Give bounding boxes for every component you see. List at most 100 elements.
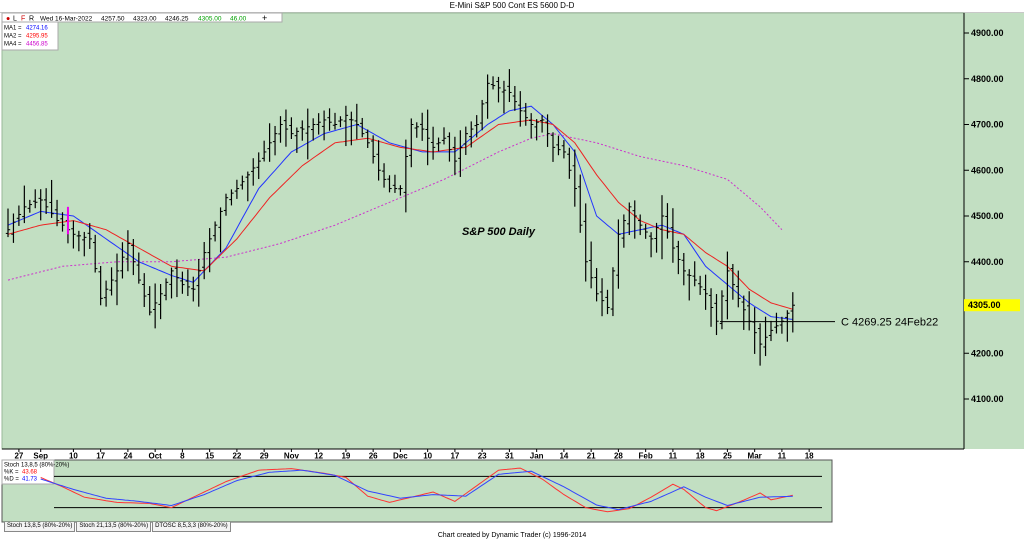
ohlc-bar [376,140,381,181]
toolbar-button-r[interactable]: R [29,16,34,23]
ohlc-bar [676,240,681,275]
ohlc-bar [22,185,27,224]
toolbar-close: 4305.00 [198,16,222,23]
ohlc-bar [109,267,114,296]
ohlc-bar [719,290,725,330]
price-tick-label: 4200.00 [971,348,1004,358]
ohlc-bar [741,295,746,330]
ohlc-bar [730,263,736,300]
ohlc-bar [556,135,561,156]
ohlc-bar [93,234,98,273]
ohlc-bar [736,270,741,308]
tab-stoch-21-13-5[interactable]: Stoch 21,13,5 (80%-20%) [76,522,152,532]
ohlc-bar [610,267,616,317]
ohlc-bar [687,269,692,301]
ma-legend-label: MA4 = [4,42,22,48]
stochastic-legend-label: %D = [4,477,19,483]
date-tick-label: 10 [423,452,432,461]
indicator-tabs: Stoch 13,8,5 (80%-20%) Stoch 21,13,5 (80… [4,522,232,532]
ohlc-bar [474,115,479,138]
price-tick-label: 4800.00 [971,74,1004,84]
ohlc-bar [588,241,594,289]
chart-credit: Chart created by Dynamic Trader (c) 1996… [437,532,587,539]
date-tick-label: Dec [393,452,408,461]
date-tick-label: 25 [723,452,732,461]
tab-stoch-13-8-5[interactable]: Stoch 13,8,5 (80%-20%) [4,522,76,532]
date-tick-label: 8 [180,452,185,461]
ohlc-bar [152,283,158,329]
ohlc-bar [354,103,359,140]
ohlc-bar [616,219,621,289]
tab-dtosc[interactable]: DTOSC 8,5,3,3 (80%-20%) [152,522,231,532]
ma-legend-label: MA2 = [4,34,22,40]
date-tick-label: 23 [478,452,487,461]
toolbar-button-l[interactable]: L [13,16,17,23]
ma-legend-value: 4274.16 [26,26,48,32]
price-panel-background [1,12,965,450]
stochastic-legend-value: 41.73 [22,477,38,483]
ohlc-bar [507,69,512,103]
date-tick-label: Sep [33,452,48,461]
ohlc-bar [245,171,250,202]
toolbar-strip [1,12,283,23]
ohlc-bar [501,80,507,114]
ohlc-bar [316,113,321,135]
ohlc-bar [768,320,774,342]
ohlc-bar [578,174,583,233]
ohlc-bar [529,113,534,139]
price-axis-background [964,13,1024,449]
close-reference-label: C 4269.25 24Feb22 [841,317,938,329]
ohlc-bar [485,74,490,119]
ohlc-bar [670,208,676,263]
ohlc-bar [583,203,588,282]
date-tick-label: 14 [559,452,568,461]
ohlc-bar [692,261,697,287]
ohlc-bar [338,116,343,128]
ohlc-bar [11,213,16,243]
date-axis-background [2,449,1022,460]
price-tick-label: 4100.00 [971,394,1004,404]
ohlc-bars [5,69,795,366]
ohlc-bar [349,111,354,146]
ohlc-bar [202,242,207,280]
ohlc-bar [278,116,283,143]
ohlc-bar [300,120,305,141]
ohlc-bar [103,280,109,307]
date-tick-label: 22 [232,452,241,461]
date-tick-label: Mar [748,452,762,461]
date-tick-label: Jan [530,452,544,461]
ohlc-bar [785,310,790,342]
toolbar-button-f[interactable]: F [21,16,25,23]
date-tick-label: 26 [369,452,378,461]
ohlc-bar [120,242,125,279]
ohlc-bar [163,278,169,301]
ohlc-bar [343,105,349,147]
ohlc-bar [54,199,60,227]
toolbar-plus-icon[interactable]: + [262,13,267,23]
ohlc-bar [387,175,392,193]
ohlc-bar [180,271,185,294]
ohlc-bar [311,118,316,141]
ohlc-bar [452,136,458,176]
ohlc-bar [5,208,11,238]
price-tick-label: 4700.00 [971,120,1004,130]
toolbar-high: 4323.00 [133,16,157,23]
ohlc-bar [272,125,278,156]
date-tick-label: 11 [669,452,678,461]
ohlc-bar [665,203,670,239]
ohlc-bar [469,121,474,148]
ohlc-bar [147,286,152,316]
ohlc-bar [370,135,376,164]
date-tick-label: 10 [69,452,78,461]
ohlc-bar [332,112,338,130]
ohlc-bar [289,117,294,140]
ohlc-bar [16,205,22,226]
ohlc-bar [790,292,795,333]
toolbar-marker-icon[interactable]: ● [6,16,10,23]
ma-legend-label: MA1 = [4,26,22,32]
ohlc-bar [605,289,610,315]
ohlc-bar [256,152,261,180]
ohlc-bar [283,109,289,147]
ohlc-bar [365,129,370,149]
ohlc-bar [638,214,643,236]
